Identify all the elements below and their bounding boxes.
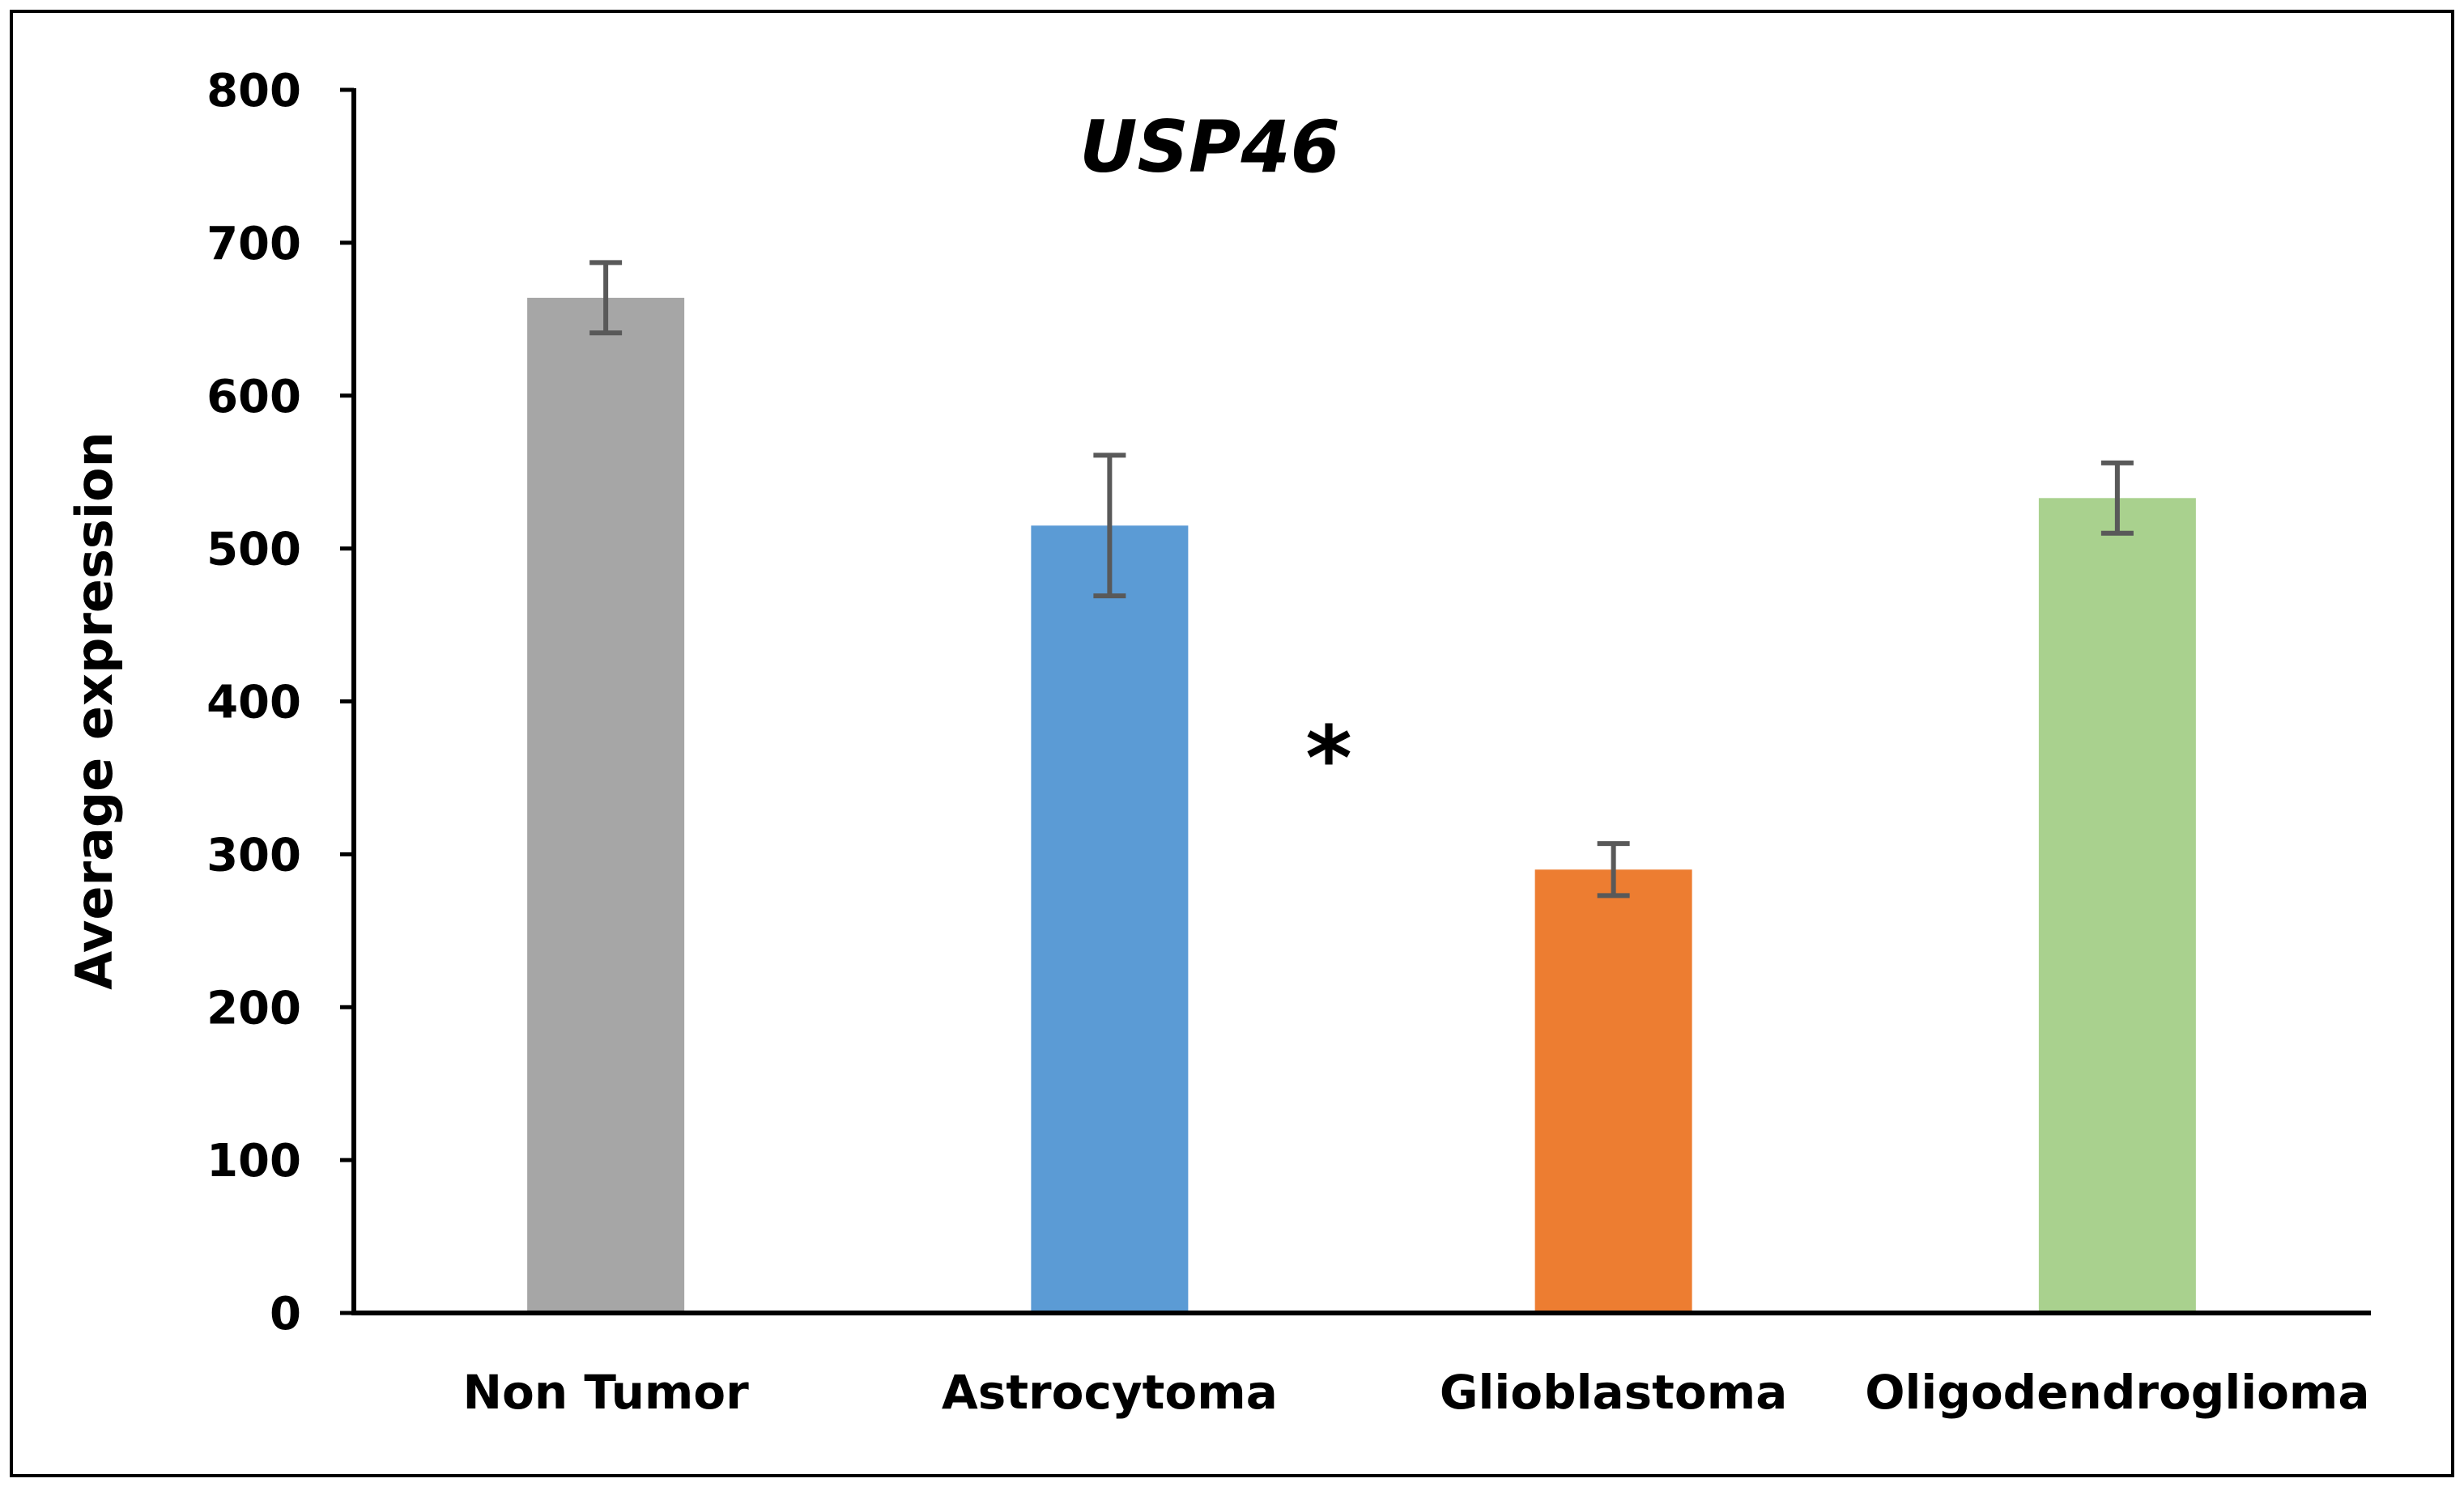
y-tick-label: 800 (206, 65, 301, 117)
y-tick-label: 200 (206, 982, 301, 1035)
y-tick-label: 400 (206, 677, 301, 729)
y-tick-label: 0 (270, 1288, 301, 1340)
bar-oligodendroglioma (2038, 498, 2196, 1313)
x-tick-label: Astrocytoma (942, 1365, 1278, 1420)
error-bar (589, 260, 623, 336)
error-bar (1597, 841, 1630, 899)
y-tick-label: 500 (206, 524, 301, 576)
x-tick-label: Oligodendroglioma (1865, 1365, 2369, 1420)
chart-title: USP46 (1079, 105, 1340, 189)
bar-astrocytoma (1031, 525, 1189, 1313)
y-tick-label: 300 (206, 829, 301, 882)
significance-asterisk: * (1305, 707, 1352, 810)
x-tick-label: Glioblastoma (1440, 1365, 1787, 1420)
y-tick-label: 700 (206, 218, 301, 270)
error-bar (2100, 460, 2134, 536)
x-tick-label: Non Tumor (463, 1365, 750, 1420)
chart-frame (10, 10, 2454, 1477)
y-tick-label: 100 (206, 1135, 301, 1187)
bar-glioblastoma (1534, 869, 1692, 1313)
y-tick-label: 600 (206, 371, 301, 423)
bar-non-tumor (527, 297, 685, 1313)
error-bar (1093, 452, 1126, 599)
y-axis-label: Average expression (65, 431, 124, 990)
